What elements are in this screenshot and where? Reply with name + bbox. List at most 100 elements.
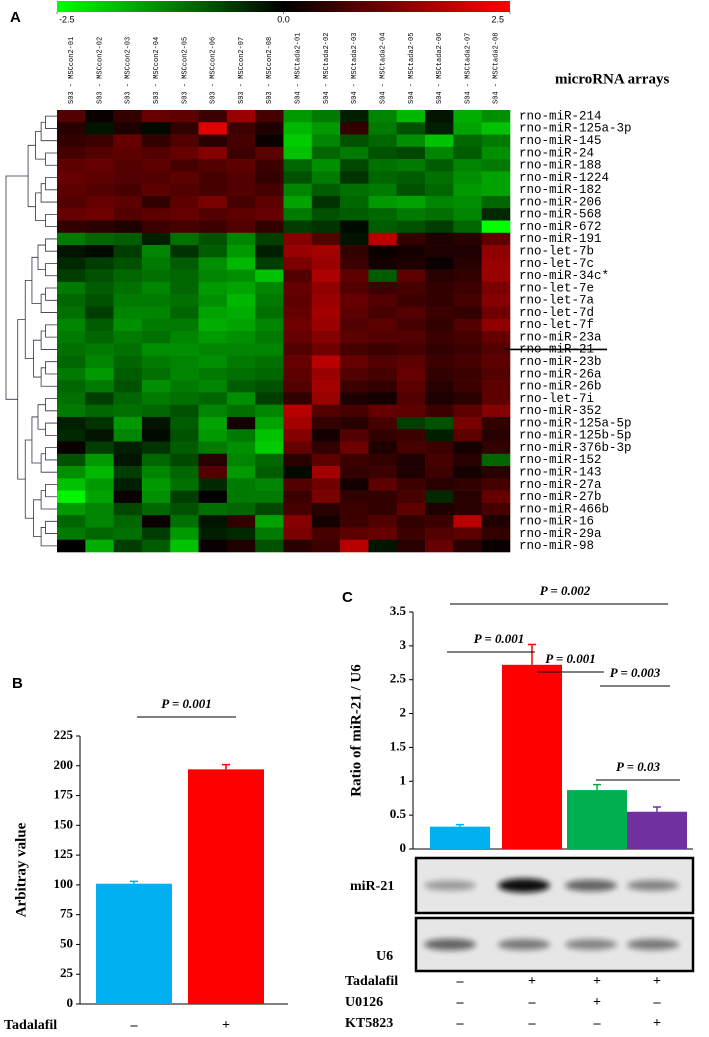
heatmap-cell xyxy=(57,343,86,356)
heatmap-cell xyxy=(396,159,426,172)
heatmap-cell xyxy=(368,380,398,393)
heatmap-cell xyxy=(141,183,171,197)
heatmap-cell xyxy=(141,453,171,467)
heatmap-cell xyxy=(368,392,398,405)
y-tick-label: 100 xyxy=(54,876,74,891)
heatmap-cell xyxy=(340,441,369,455)
heatmap-cell xyxy=(311,466,341,479)
heatmap-cell xyxy=(340,208,369,221)
row-label: rno-miR-214 xyxy=(519,109,602,123)
heatmap-cell xyxy=(226,257,256,270)
row-label: rno-miR-188 xyxy=(519,159,602,173)
dendrogram-branch xyxy=(40,367,57,387)
heatmap-cell xyxy=(311,220,341,234)
heatmap-cell xyxy=(255,220,284,234)
heatmap-cell xyxy=(255,453,284,467)
heatmap-cell xyxy=(481,502,511,516)
heatmap-cell xyxy=(113,429,143,442)
heatmap-cell xyxy=(170,306,199,320)
heatmap-cell xyxy=(425,429,454,442)
heatmap-cell xyxy=(113,195,143,209)
y-tick-label: 2.5 xyxy=(390,671,407,686)
heatmap-cell xyxy=(311,122,341,135)
heatmap-cell xyxy=(311,171,341,184)
heatmap-cell xyxy=(453,380,482,393)
dendrogram-branch xyxy=(45,324,57,338)
blot-label: miR-21 xyxy=(350,879,394,894)
heatmap-cell xyxy=(453,110,482,123)
heatmap-cell xyxy=(255,355,284,369)
p-value: P = 0.002 xyxy=(540,583,591,598)
heatmap-cell xyxy=(283,208,313,221)
heatmap-cell xyxy=(57,208,86,221)
heatmap-cell xyxy=(170,343,199,356)
error-bar xyxy=(456,823,464,827)
heatmap-cell xyxy=(57,306,86,320)
treatment-sign: – xyxy=(456,1016,465,1031)
heatmap-cell xyxy=(198,527,228,541)
heatmap-cell xyxy=(396,416,426,430)
heatmap-cell xyxy=(141,134,171,148)
heatmap-cell xyxy=(141,392,171,405)
heatmap-cell xyxy=(311,208,341,221)
heatmap-cell xyxy=(481,195,511,209)
heatmap-cell xyxy=(368,515,398,528)
heatmap-cell xyxy=(198,195,228,209)
heatmap-cell xyxy=(396,380,426,393)
heatmap-cell xyxy=(113,343,143,356)
heatmap-cell xyxy=(141,539,171,553)
row-label: rno-let-7f xyxy=(519,318,594,332)
heatmap-cell xyxy=(396,294,426,307)
blot-band xyxy=(498,878,550,893)
heatmap-cell xyxy=(453,490,482,504)
heatmap-cell xyxy=(340,306,369,320)
heatmap-cell xyxy=(283,404,313,418)
heatmap-cell xyxy=(340,466,369,479)
heatmap-cell xyxy=(396,318,426,332)
heatmap-cell xyxy=(396,220,426,234)
y-tick-label: 0 xyxy=(67,995,74,1010)
column-label: S04 - MSCtada2-08 xyxy=(493,33,501,104)
heatmap-cell xyxy=(255,331,284,344)
heatmap-cell xyxy=(453,146,482,160)
heatmap-cell xyxy=(396,367,426,381)
bar xyxy=(188,769,264,1004)
heatmap-cell xyxy=(198,294,228,307)
dendrogram-branch xyxy=(37,404,46,430)
heatmap-cell xyxy=(85,441,114,455)
y-tick-label: 225 xyxy=(54,727,74,742)
heatmap-cell xyxy=(113,527,143,541)
heatmap-cell xyxy=(57,183,86,197)
heatmap-cell xyxy=(170,195,199,209)
heatmap-cell xyxy=(113,134,143,148)
heatmap-cell xyxy=(170,110,199,123)
heatmap-cell xyxy=(85,245,114,258)
heatmap-cell xyxy=(340,183,369,197)
heatmap-cell xyxy=(226,380,256,393)
heatmap-cell xyxy=(453,429,482,442)
heatmap-cell xyxy=(340,490,369,504)
heatmap-cell xyxy=(113,245,143,258)
heatmap-cell xyxy=(283,195,313,209)
heatmap-cell xyxy=(170,466,199,479)
heatmap-cell xyxy=(198,502,228,516)
heatmap-cell xyxy=(113,220,143,234)
heatmap-cell xyxy=(453,367,482,381)
heatmap-cell xyxy=(283,355,313,369)
heatmap-cell xyxy=(198,380,228,393)
heatmap-cell xyxy=(368,416,398,430)
heatmap-cell xyxy=(453,220,482,234)
heatmap-cell xyxy=(113,122,143,135)
colorbar-tick-label: -2.5 xyxy=(59,14,75,24)
heatmap-cell xyxy=(453,269,482,283)
y-tick-label: 3 xyxy=(400,637,407,652)
heatmap-cell xyxy=(481,466,511,479)
heatmap-cell xyxy=(255,134,284,148)
colorbar-tick-label: 0.0 xyxy=(277,14,290,24)
dendrogram-branch xyxy=(40,527,57,547)
heatmap-cell xyxy=(226,490,256,504)
heatmap-cell xyxy=(396,171,426,184)
blot-band xyxy=(627,880,679,891)
heatmap-cell xyxy=(113,257,143,270)
heatmap-cell xyxy=(141,159,171,172)
